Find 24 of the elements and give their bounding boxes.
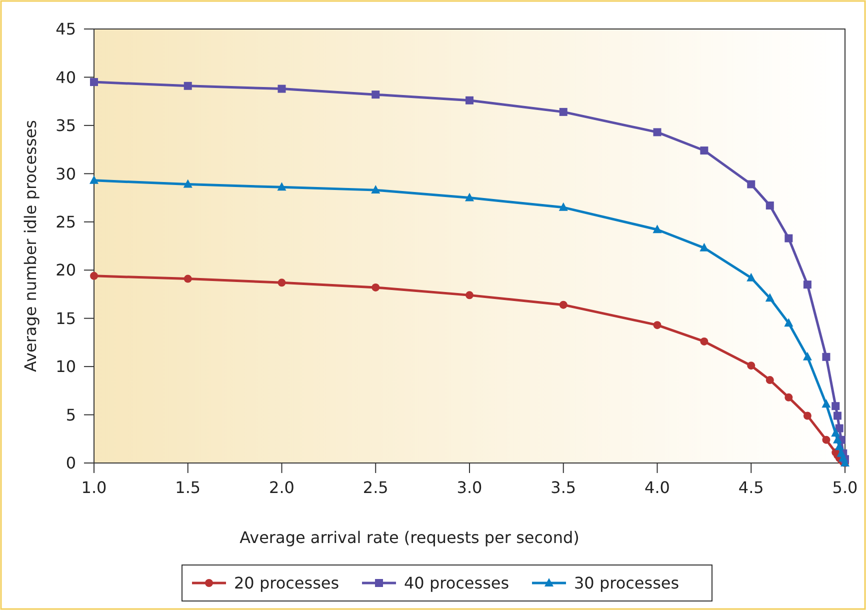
- y-tick-label: 20: [56, 260, 76, 280]
- x-tick-label: 4.0: [644, 478, 670, 497]
- x-tick-label: 5.0: [832, 478, 858, 497]
- x-tick-label: 1.0: [81, 478, 107, 497]
- y-tick-label: 0: [66, 454, 76, 473]
- x-tick-label: 2.0: [269, 478, 294, 497]
- x-tick-label: 3.0: [456, 478, 482, 497]
- y-tick-label: 10: [56, 357, 76, 376]
- y-tick-label: 45: [56, 20, 76, 39]
- x-axis-title: Average arrival rate (requests per second): [240, 528, 580, 547]
- x-tick-label: 4.5: [738, 478, 764, 497]
- y-tick-label: 40: [56, 68, 76, 87]
- y-tick-label: 35: [56, 116, 76, 136]
- y-tick-label: 5: [66, 405, 76, 424]
- legend-label: 20 processes: [234, 574, 340, 593]
- y-tick-label: 25: [56, 212, 76, 232]
- y-tick-label: 30: [56, 164, 76, 184]
- y-tick-label: 15: [56, 308, 76, 328]
- y-axis-title: Average number idle processes: [21, 120, 40, 372]
- legend-label: 40 processes: [404, 574, 510, 593]
- x-tick-label: 3.5: [550, 478, 576, 497]
- x-tick-label: 1.5: [175, 478, 201, 497]
- legend-label: 30 processes: [574, 574, 680, 593]
- x-tick-label: 2.5: [362, 478, 388, 497]
